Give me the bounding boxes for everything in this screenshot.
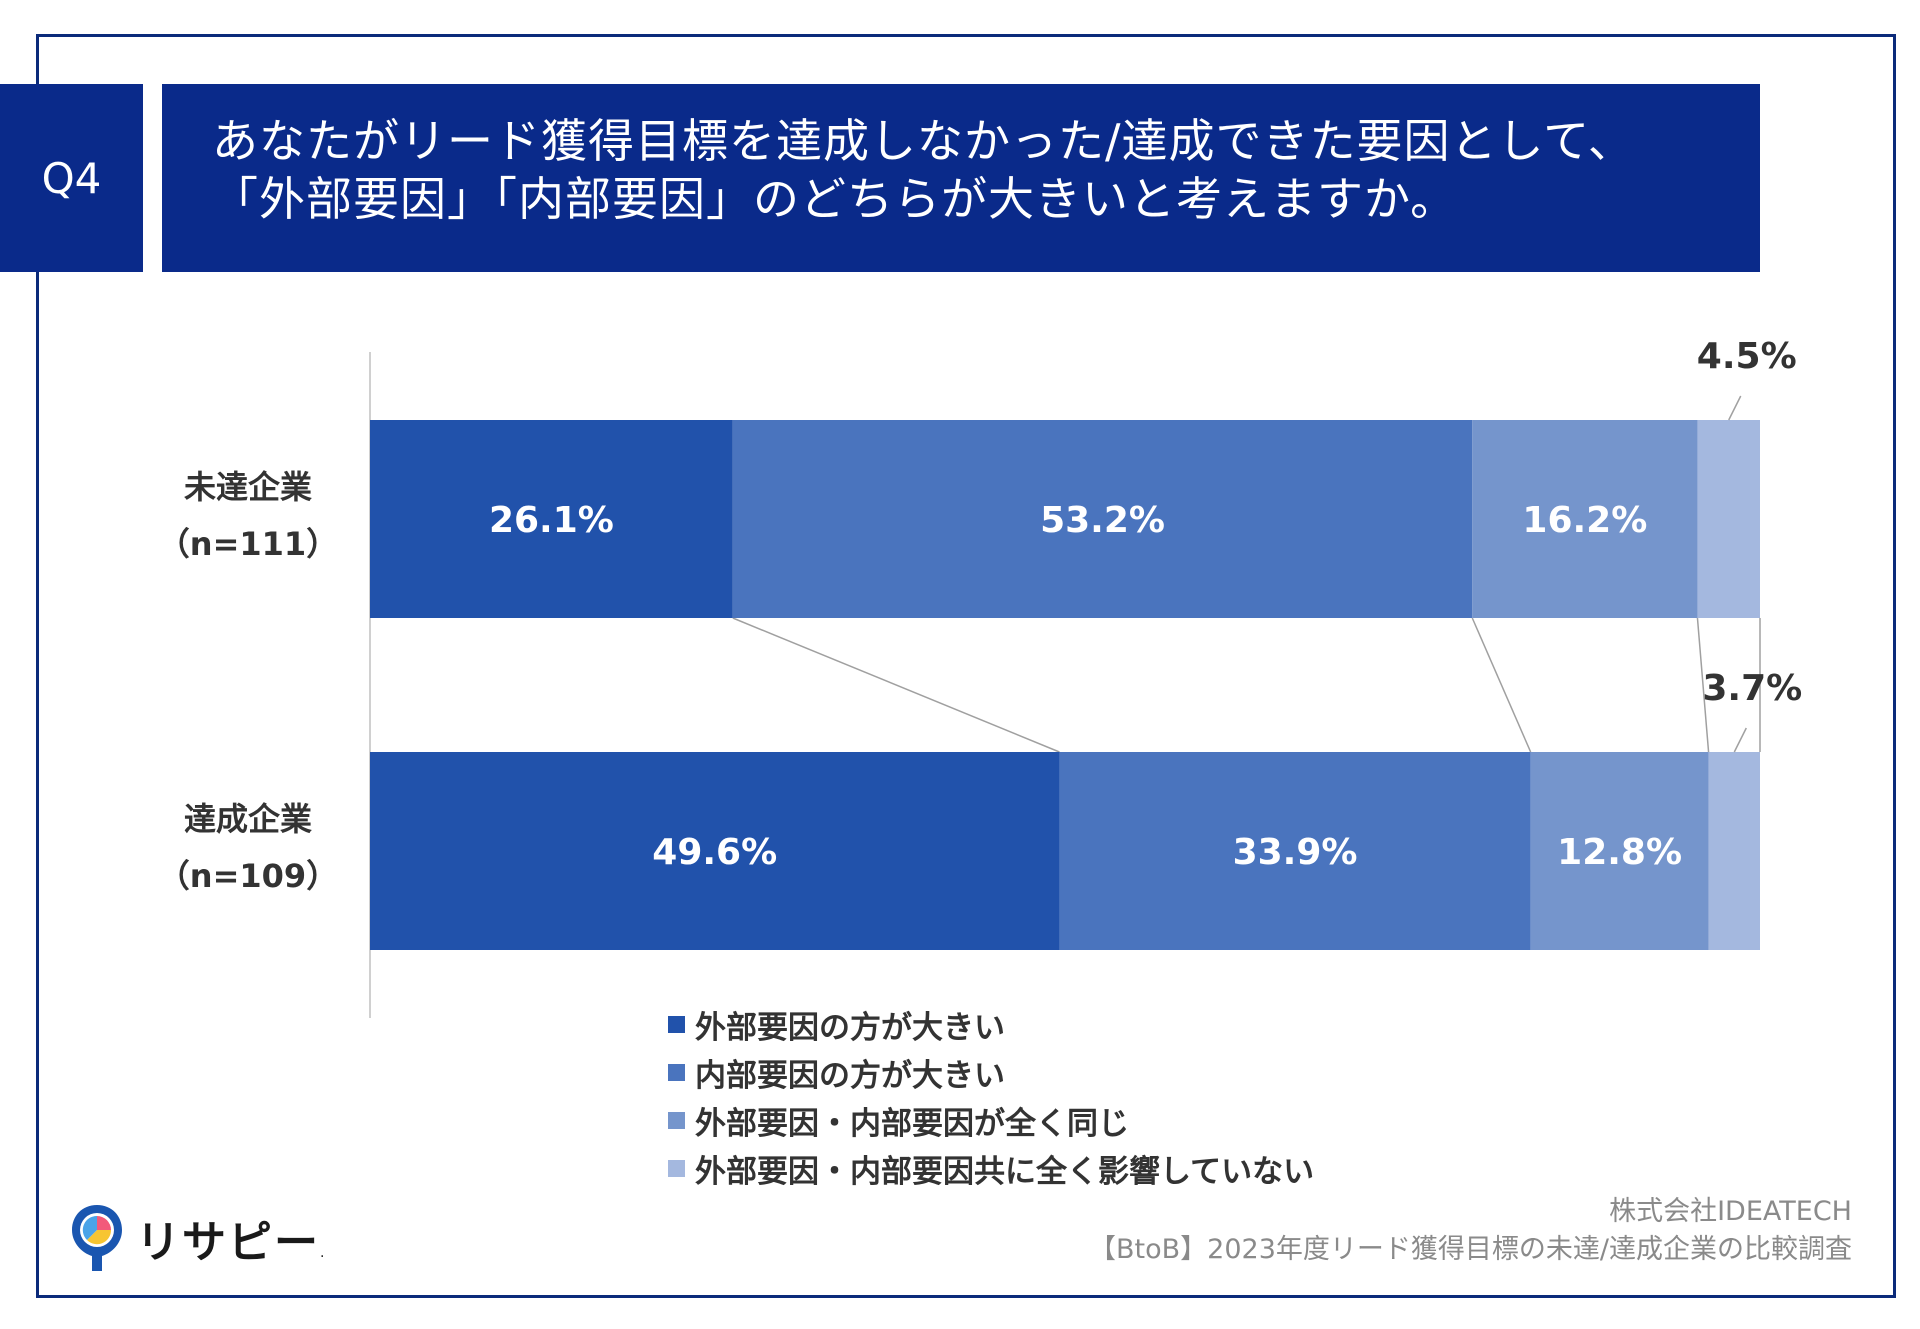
bar-segment (732, 420, 1473, 618)
bar-segment (370, 752, 1060, 950)
legend-item: 外部要因・内部要因共に全く影響していない (668, 1144, 1314, 1192)
legend: 外部要因の方が大きい 内部要因の方が大きい 外部要因・内部要因が全く同じ 外部要… (668, 1000, 1314, 1192)
legend-label: 外部要因の方が大きい (695, 1009, 1005, 1046)
category-n-label: （n=111） (158, 525, 338, 563)
data-label: 49.6% (652, 832, 777, 873)
footer-company: 株式会社IDEATECH (1609, 1196, 1852, 1227)
legend-label: 外部要因・内部要因が全く同じ (695, 1105, 1129, 1142)
category-n-label: （n=109） (158, 857, 338, 895)
series-connector-line (1696, 617, 1710, 753)
logo-text: リサピー (136, 1217, 320, 1268)
legend-swatch (668, 1015, 685, 1033)
title-line-1: あなたがリード獲得目標を達成しなかった/達成できた要因として、 (212, 114, 1635, 168)
question-title: あなたがリード獲得目標を達成しなかった/達成できた要因として、 「外部要因」「内… (162, 84, 1760, 272)
legend-label: 外部要因・内部要因共に全く影響していない (695, 1153, 1315, 1190)
legend-swatch (668, 1159, 685, 1177)
legend-swatch (668, 1111, 685, 1129)
question-badge: Q4 (0, 84, 143, 272)
bar-segment (1472, 420, 1698, 618)
data-label-leader (1728, 395, 1742, 421)
data-label: 16.2% (1522, 500, 1647, 541)
title-line-2: 「外部要因」「内部要因」のどちらが大きいと考えますか。 (212, 172, 1458, 226)
logo-mark: . (320, 1245, 325, 1261)
series-connector-line (732, 617, 1060, 753)
footer-survey: 【BtoB】2023年度リード獲得目標の未達/達成企業の比較調査 (1089, 1234, 1852, 1265)
category-label: 未達企業 (184, 468, 312, 506)
data-label: 53.2% (1040, 500, 1165, 541)
footer: 株式会社IDEATECH 【BtoB】2023年度リード獲得目標の未達/達成企業… (1089, 1193, 1852, 1269)
series-connector-line (1471, 617, 1532, 753)
legend-item: 外部要因・内部要因が全く同じ (668, 1096, 1314, 1144)
bar-segment (1697, 420, 1760, 618)
legend-item: 内部要因の方が大きい (668, 1048, 1314, 1096)
category-label: 達成企業 (184, 800, 312, 838)
logo-pin-icon (72, 1205, 122, 1271)
bar-segment (1708, 752, 1760, 950)
data-label: 26.1% (489, 500, 614, 541)
legend-swatch (668, 1063, 685, 1081)
data-label: 33.9% (1233, 832, 1358, 873)
data-label: 4.5% (1697, 336, 1797, 377)
data-label: 3.7% (1702, 668, 1802, 709)
data-label-leader (1733, 727, 1747, 753)
bar-segment (1530, 752, 1709, 950)
data-label: 12.8% (1557, 832, 1682, 873)
risapi-logo: リサピー . (70, 1203, 324, 1273)
legend-label: 内部要因の方が大きい (695, 1057, 1005, 1094)
bar-segment (1059, 752, 1531, 950)
legend-item: 外部要因の方が大きい (668, 1000, 1314, 1048)
bar-segment (370, 420, 733, 618)
frame-border (36, 34, 1896, 1298)
